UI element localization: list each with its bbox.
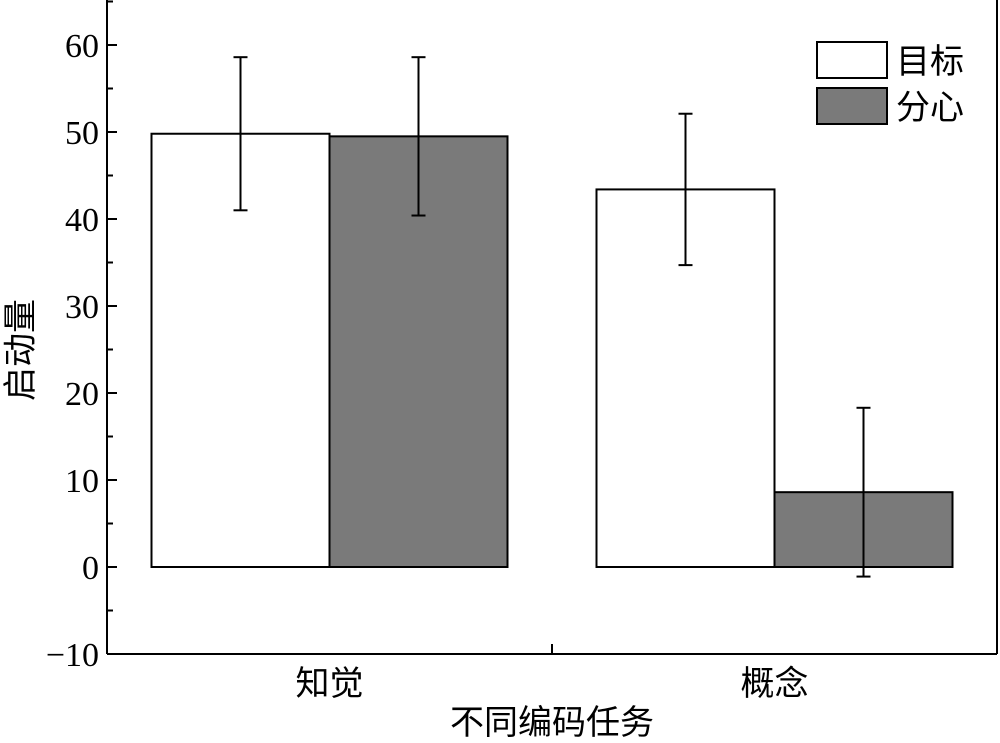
legend-label: 分心	[896, 88, 964, 128]
error-bars	[233, 56, 871, 578]
y-tick-label: 0	[82, 550, 99, 587]
y-tick-label: 20	[65, 376, 99, 413]
y-tick-label: 40	[65, 202, 99, 239]
y-ticks: −10 0 10 20 30 40 50 60	[46, 0, 117, 674]
y-tick-label: 50	[65, 115, 99, 152]
x-ticks: 知觉 概念	[296, 644, 809, 704]
bars	[150, 132, 954, 569]
legend-swatch	[816, 41, 888, 79]
legend-swatch	[816, 87, 888, 125]
legend-label: 目标	[896, 42, 964, 82]
x-category-label: 概念	[741, 664, 809, 704]
y-axis-title: 启动量	[1, 299, 41, 401]
y-tick-label: −10	[46, 637, 99, 674]
y-tick-label: 30	[65, 289, 99, 326]
x-axis-title: 不同编码任务	[450, 703, 654, 743]
x-category-label: 知觉	[296, 664, 364, 704]
y-tick-label: 10	[65, 463, 99, 500]
y-tick-label: 60	[65, 28, 99, 65]
